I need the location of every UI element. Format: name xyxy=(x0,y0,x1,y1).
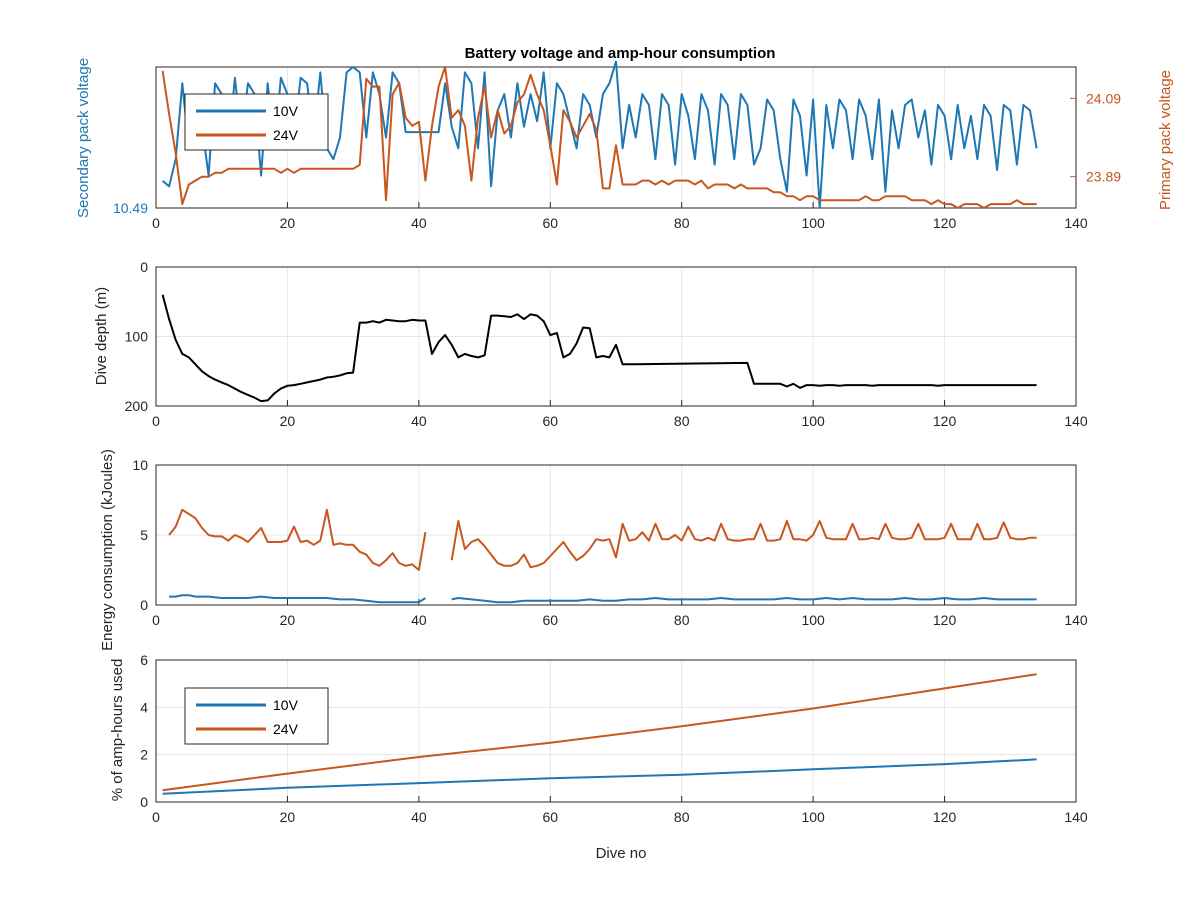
x-tick-label: 0 xyxy=(152,809,160,825)
series-line-24v xyxy=(168,508,427,571)
x-tick-label: 0 xyxy=(152,612,160,628)
x-tick-label: 120 xyxy=(933,413,957,429)
series-line-24v xyxy=(162,673,1037,792)
series-line-10v xyxy=(162,758,1037,795)
y-tick-label: 6 xyxy=(140,652,148,668)
x-tick-label: 0 xyxy=(152,215,160,231)
y-tick-label: 100 xyxy=(125,329,149,345)
voltage-axes: 0 20 40 60 80 100 120 140 10.49 24.09 23.89 xyxy=(113,60,1121,231)
chart-title: Battery voltage and amp-hour consumption xyxy=(465,45,776,62)
y-tick-label: 200 xyxy=(125,398,149,414)
axes-box xyxy=(155,659,1077,803)
series-line-10v xyxy=(161,60,1038,209)
x-tick-label: 140 xyxy=(1064,612,1088,628)
x-tick-label: 40 xyxy=(411,809,427,825)
x-tick-label: 60 xyxy=(542,413,558,429)
x-tick-label: 20 xyxy=(280,612,296,628)
secondary-voltage-ylabel: Secondary pack voltage xyxy=(75,58,92,218)
x-tick-label: 100 xyxy=(801,413,825,429)
x-tick-label: 100 xyxy=(801,809,825,825)
voltage-legend: 10V 24V xyxy=(184,93,329,151)
y-tick-label: 4 xyxy=(140,699,148,715)
y-tick-label: 0 xyxy=(140,597,148,613)
x-tick-label: 40 xyxy=(411,413,427,429)
x-tick-label: 140 xyxy=(1064,215,1088,231)
y-tick-label: 5 xyxy=(140,527,148,543)
y-tick-label: 10 xyxy=(132,457,148,473)
legend-entry-24v: 24V xyxy=(273,721,299,737)
right-y-tick-label: 24.09 xyxy=(1086,90,1121,106)
energy-axes: 0 20 40 60 80 100 120 140 0 5 10 xyxy=(132,457,1087,628)
x-tick-label: 60 xyxy=(542,612,558,628)
legend-entry-24v: 24V xyxy=(273,127,299,143)
amphours-ylabel: % of amp-hours used xyxy=(109,659,126,802)
x-tick-label: 20 xyxy=(280,413,296,429)
x-tick-label: 0 xyxy=(152,413,160,429)
x-tick-label: 80 xyxy=(674,413,690,429)
x-tick-label: 60 xyxy=(542,215,558,231)
series-line-10v xyxy=(169,594,426,604)
axes-box xyxy=(155,266,1077,407)
depth-ylabel: Dive depth (m) xyxy=(93,287,110,385)
x-tick-label: 80 xyxy=(674,809,690,825)
energy-ylabel: Energy consumption (kJoules) xyxy=(99,449,116,651)
x-tick-label: 20 xyxy=(280,809,296,825)
primary-voltage-ylabel: Primary pack voltage xyxy=(1157,70,1174,210)
right-y-tick-label: 23.89 xyxy=(1086,169,1121,185)
x-tick-label: 80 xyxy=(674,612,690,628)
amphours-legend: 10V 24V xyxy=(184,687,329,745)
x-tick-label: 40 xyxy=(411,612,427,628)
depth-axes: 0 20 40 60 80 100 120 140 0 100 200 xyxy=(125,259,1088,429)
x-tick-label: 120 xyxy=(933,215,957,231)
x-tick-label: 80 xyxy=(674,215,690,231)
x-tick-label: 140 xyxy=(1064,809,1088,825)
xlabel-dive-no: Dive no xyxy=(596,845,647,862)
series-line-depth xyxy=(161,294,1037,403)
x-tick-label: 120 xyxy=(933,612,957,628)
x-tick-label: 120 xyxy=(933,809,957,825)
x-tick-label: 60 xyxy=(542,809,558,825)
legend-entry-10v: 10V xyxy=(273,103,299,119)
y-tick-label: 2 xyxy=(140,747,148,763)
x-tick-label: 140 xyxy=(1064,413,1088,429)
series-line-10v-b xyxy=(451,597,1037,604)
left-y-tick-label: 10.49 xyxy=(113,200,148,216)
x-tick-label: 40 xyxy=(411,215,427,231)
x-tick-label: 100 xyxy=(801,215,825,231)
axes-box xyxy=(155,464,1077,606)
x-tick-label: 100 xyxy=(801,612,825,628)
series-line-24v-b xyxy=(450,520,1037,569)
y-tick-label: 0 xyxy=(140,794,148,810)
legend-entry-10v: 10V xyxy=(273,697,299,713)
x-tick-label: 20 xyxy=(280,215,296,231)
y-tick-label: 0 xyxy=(140,259,148,275)
series-line-24v xyxy=(161,66,1037,209)
